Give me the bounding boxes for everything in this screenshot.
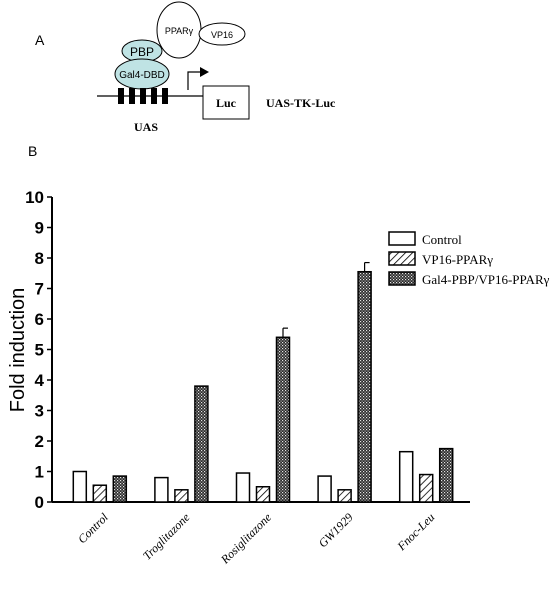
x-tick-label: Fnoc-Leu bbox=[394, 510, 438, 554]
bar bbox=[235, 472, 251, 503]
bar bbox=[337, 489, 352, 503]
panel-label-b: B bbox=[28, 143, 38, 159]
y-tick-label: 3 bbox=[35, 402, 44, 421]
y-tick-label: 8 bbox=[35, 249, 44, 268]
y-tick-label: 0 bbox=[35, 493, 44, 512]
y-tick-label: 1 bbox=[35, 463, 44, 482]
gal4-dbd-label: Gal4-DBD bbox=[119, 70, 165, 81]
uas-elements bbox=[118, 88, 168, 104]
y-tick-label: 2 bbox=[35, 432, 44, 451]
pbp-label: PBP bbox=[130, 45, 154, 59]
bar bbox=[174, 489, 189, 503]
bar bbox=[255, 486, 271, 503]
reporter-label: UAS-TK-Luc bbox=[266, 96, 336, 110]
x-tick-label: Rosiglitazone bbox=[217, 510, 274, 567]
promoter-arrow bbox=[187, 71, 200, 90]
y-tick-label: 9 bbox=[35, 219, 44, 238]
y-tick-label: 6 bbox=[35, 310, 44, 329]
x-tick-label: Troglitazone bbox=[140, 510, 193, 563]
y-axis-label: Fold induction bbox=[7, 288, 29, 413]
ppar-label: PPARγ bbox=[165, 26, 194, 36]
bar bbox=[72, 470, 88, 503]
bar bbox=[398, 450, 414, 503]
bar bbox=[154, 476, 169, 503]
legend-label: VP16-PPARγ bbox=[422, 252, 493, 267]
vp16-label: VP16 bbox=[211, 30, 233, 40]
y-tick-label: 5 bbox=[35, 341, 44, 360]
bar bbox=[112, 475, 128, 503]
uas-label: UAS bbox=[134, 120, 158, 134]
bar bbox=[275, 336, 291, 503]
bar bbox=[357, 270, 372, 503]
luc-box bbox=[202, 85, 250, 120]
bar bbox=[438, 447, 454, 503]
x-tick-label: Control bbox=[75, 510, 111, 546]
bar bbox=[418, 473, 434, 503]
y-tick-label: 7 bbox=[35, 280, 44, 299]
legend-swatch bbox=[388, 251, 416, 266]
vp16-ellipse bbox=[198, 22, 246, 46]
bar bbox=[194, 385, 209, 503]
panel-label-a: A bbox=[35, 32, 45, 48]
y-tick-label: 10 bbox=[25, 188, 44, 207]
luc-label: Luc bbox=[216, 96, 237, 110]
legend-label: Control bbox=[422, 232, 462, 247]
promoter-arrowhead bbox=[200, 67, 209, 77]
x-tick-label: GW1929 bbox=[316, 510, 356, 550]
bar bbox=[317, 475, 332, 503]
reporter-schematic: PPARγ VP16 PBP Gal4-DBD Luc UAS UAS-TK-L… bbox=[97, 1, 336, 134]
y-tick-label: 4 bbox=[35, 371, 45, 390]
legend-label: Gal4-PBP/VP16-PPARγ bbox=[422, 272, 550, 287]
bar bbox=[92, 484, 108, 503]
legend-swatch bbox=[388, 231, 416, 246]
legend-swatch bbox=[388, 271, 416, 286]
